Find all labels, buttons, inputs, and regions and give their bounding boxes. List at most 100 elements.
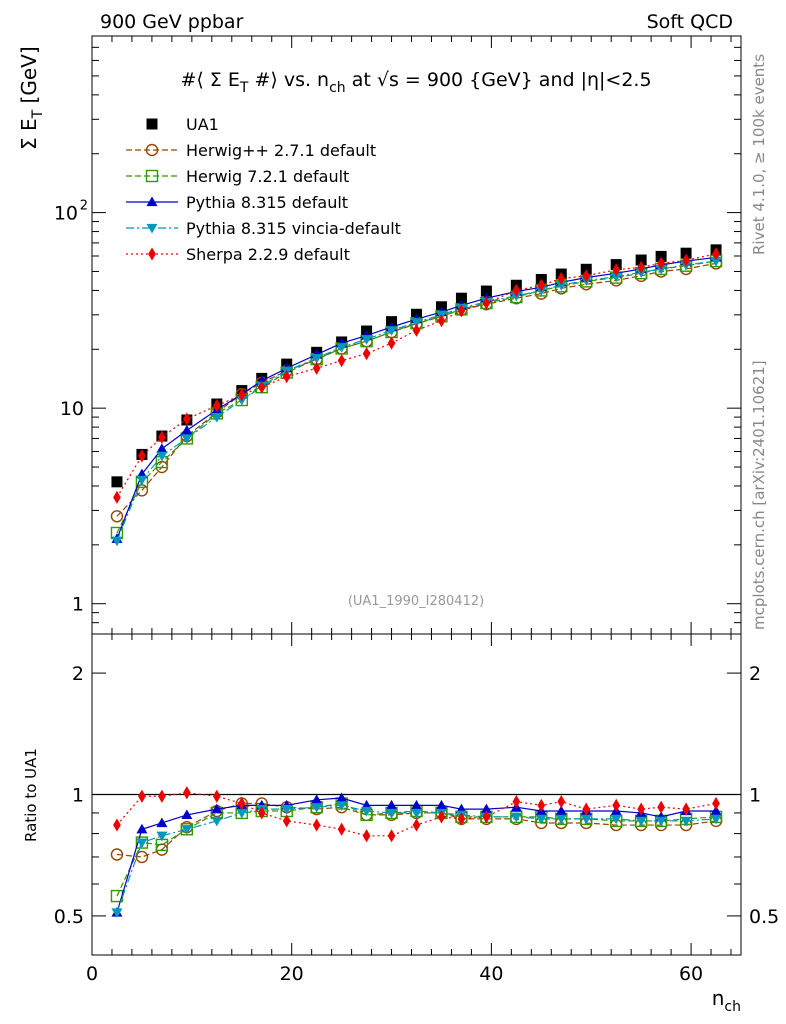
ratio-data-point: [710, 805, 722, 816]
ratio-data-point: [156, 817, 168, 828]
ratio-data-point: [537, 798, 546, 812]
ratio-data-point: [510, 812, 522, 823]
mcplots-label: mcplots.cern.ch [arXiv:2401.10621]: [750, 360, 768, 630]
ratio-data-point: [535, 814, 547, 825]
ratio-data-point: [555, 805, 567, 816]
ratio-data-point: [482, 810, 491, 824]
series-herwig-2-7-1-default: [110, 257, 723, 523]
ratio-y-tick-label: 2: [72, 663, 84, 685]
x-tick-label: 0: [86, 963, 98, 985]
y-axis-label: Σ ET [GeV]: [17, 46, 46, 150]
ratio-data-point: [412, 818, 421, 832]
legend-entry: Pythia 8.315 vincia-default: [126, 219, 401, 238]
series-pythia-8-315-vincia-default: [111, 256, 722, 547]
ratio-data-point: [386, 808, 398, 819]
data-point: [312, 361, 321, 375]
legend-entry: Sherpa 2.2.9 default: [126, 245, 350, 264]
ratio-data-point: [311, 803, 323, 813]
ratio-data-point: [411, 808, 422, 819]
ratio-data-point: [113, 818, 121, 832]
data-point: [111, 476, 123, 488]
data-point: [138, 449, 146, 463]
ratio-data-point: [282, 814, 291, 828]
data-point: [110, 510, 124, 523]
series-line: [116, 253, 717, 498]
data-point: [437, 314, 446, 328]
ratio-data-point: [281, 804, 293, 815]
data-point: [457, 304, 466, 318]
ratio-data-point: [136, 823, 148, 834]
data-point: [637, 260, 646, 274]
ratio-data-point: [580, 814, 592, 825]
data-point: [657, 256, 665, 270]
series-line: [116, 262, 717, 517]
ratio-data-point: [387, 829, 396, 843]
ratio-data-point: [212, 789, 221, 803]
data-point: [482, 296, 491, 310]
ratio-data-point: [311, 794, 323, 804]
ratio-panel-marks: [110, 786, 723, 918]
data-point: [555, 281, 567, 291]
ratio-data-point: [555, 814, 567, 825]
data-point: [537, 278, 546, 292]
ratio-data-point: [336, 792, 348, 803]
legend-marker: [145, 143, 159, 157]
ratio-data-point: [361, 806, 373, 817]
legend-label: Herwig 7.2.1 default: [186, 167, 349, 186]
ratio-data-point: [435, 799, 447, 810]
x-tick-label: 20: [280, 963, 304, 985]
legend-marker: [146, 196, 158, 207]
ratio-data-point: [237, 796, 246, 811]
data-point: [337, 354, 346, 368]
ratio-data-point: [512, 795, 521, 809]
legend-entry: UA1: [146, 115, 219, 134]
data-point: [136, 475, 148, 486]
data-point: [512, 283, 521, 298]
data-point: [386, 326, 398, 336]
ratio-data-point: [411, 799, 422, 810]
ratio-data-point: [312, 818, 321, 832]
data-point: [582, 269, 591, 283]
data-point: [336, 343, 348, 353]
ratio-data-point: [582, 802, 591, 816]
data-point: [712, 247, 720, 261]
data-point: [480, 285, 492, 297]
data-point: [361, 335, 373, 345]
legend-marker: [146, 223, 158, 234]
data-point: [181, 424, 193, 435]
data-point: [282, 369, 291, 384]
ratio-data-point: [610, 814, 622, 825]
data-point: [111, 536, 123, 547]
series-line: [116, 260, 717, 541]
data-point: [156, 451, 168, 462]
ratio-data-point: [710, 814, 722, 825]
data-point: [237, 388, 246, 402]
y-tick-label: 10: [54, 203, 78, 225]
ratio-data-point: [612, 798, 621, 812]
ratio-data-point: [181, 825, 193, 835]
x-axis-label: nch: [712, 986, 741, 1015]
legend: UA1 Herwig++ 2.7.1 default Herwig 7.2.1 de…: [126, 115, 401, 264]
data-point: [455, 292, 467, 304]
analysis-watermark: (UA1_1990_I280412): [348, 594, 484, 609]
ratio-data-point: [655, 816, 667, 827]
ratio-data-point: [136, 838, 148, 849]
ratio-data-point: [557, 795, 566, 809]
data-point: [412, 323, 421, 337]
ratio-data-point: [138, 789, 146, 803]
ratio-data-point: [336, 801, 348, 811]
legend-label: Sherpa 2.2.9 default: [186, 245, 350, 264]
ratio-series-sherpa-2-2-9-default: [113, 786, 720, 843]
data-point: [257, 380, 266, 394]
ratio-data-point: [257, 806, 266, 820]
data-point: [682, 253, 690, 267]
data-point: [211, 412, 223, 423]
data-point: [557, 271, 566, 286]
ratio-data-point: [111, 908, 123, 918]
data-point: [635, 254, 647, 266]
ratio-data-point: [158, 789, 166, 803]
main-panel-marks: [110, 244, 723, 547]
data-point: [655, 250, 667, 262]
